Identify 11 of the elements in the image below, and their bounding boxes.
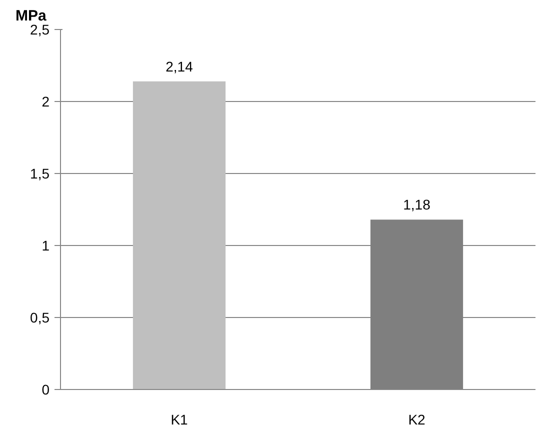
data-label: 1,18 <box>403 196 431 213</box>
x-tick-label: K2 <box>408 412 426 428</box>
x-tick-label: K1 <box>170 412 188 428</box>
y-tick-label: 2 <box>42 94 50 110</box>
y-tick-label: 1 <box>42 238 50 254</box>
y-tick-label: 2,5 <box>30 22 50 38</box>
data-label: 2,14 <box>166 58 194 74</box>
y-tick-label: 0,5 <box>30 310 50 326</box>
y-tick-label: 1,5 <box>30 166 50 182</box>
y-axis-title: MPa <box>16 8 47 24</box>
y-tick-label: 0 <box>42 382 50 398</box>
